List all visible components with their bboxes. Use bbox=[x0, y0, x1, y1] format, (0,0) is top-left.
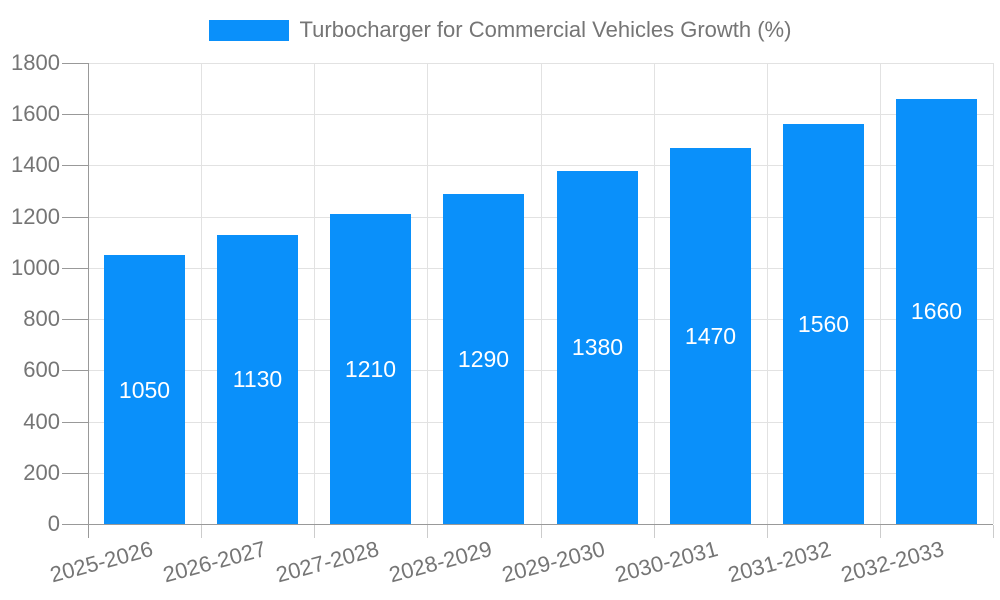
x-gridline bbox=[201, 63, 202, 524]
y-tick-label: 1800 bbox=[11, 50, 60, 75]
y-tick bbox=[62, 63, 88, 64]
y-tick-label: 1200 bbox=[11, 204, 60, 229]
bar bbox=[217, 235, 298, 524]
y-tick bbox=[62, 370, 88, 371]
y-tick-label: 600 bbox=[23, 357, 60, 382]
legend-label: Turbocharger for Commercial Vehicles Gro… bbox=[299, 17, 792, 42]
x-tick bbox=[880, 525, 881, 538]
bar-value-label: 1470 bbox=[684, 323, 737, 349]
bar bbox=[330, 214, 411, 524]
x-gridline bbox=[993, 63, 994, 524]
y-tick-label: 800 bbox=[23, 306, 60, 331]
x-gridline bbox=[767, 63, 768, 524]
y-tick bbox=[62, 524, 88, 525]
y-tick-label: 1600 bbox=[11, 101, 60, 126]
y-tick bbox=[62, 473, 88, 474]
bar bbox=[783, 124, 864, 524]
y-tick-label: 200 bbox=[23, 460, 60, 485]
x-gridline bbox=[880, 63, 881, 524]
y-tick bbox=[62, 165, 88, 166]
legend: Turbocharger for Commercial Vehicles Gro… bbox=[0, 17, 1000, 43]
bar-value-label: 1560 bbox=[797, 311, 850, 337]
legend-swatch bbox=[208, 19, 289, 41]
x-gridline bbox=[541, 63, 542, 524]
bar bbox=[670, 148, 751, 524]
y-axis-line bbox=[88, 63, 89, 538]
bar-value-label: 1210 bbox=[344, 356, 397, 382]
y-gridline bbox=[88, 473, 993, 474]
x-tick bbox=[314, 525, 315, 538]
x-tick bbox=[767, 525, 768, 538]
bar bbox=[104, 255, 185, 524]
y-tick bbox=[62, 268, 88, 269]
x-tick bbox=[654, 525, 655, 538]
y-gridline bbox=[88, 422, 993, 423]
x-gridline bbox=[654, 63, 655, 524]
x-tick bbox=[993, 525, 994, 538]
bar bbox=[443, 194, 524, 524]
legend-item[interactable]: Turbocharger for Commercial Vehicles Gro… bbox=[208, 17, 792, 43]
bar-value-label: 1130 bbox=[232, 366, 283, 392]
y-gridline bbox=[88, 217, 993, 218]
y-gridline bbox=[88, 63, 993, 64]
y-gridline bbox=[88, 370, 993, 371]
y-tick bbox=[62, 422, 88, 423]
y-tick-label: 1000 bbox=[11, 255, 60, 280]
y-gridline bbox=[88, 319, 993, 320]
bar-value-label: 1660 bbox=[910, 298, 963, 324]
bar-value-label: 1050 bbox=[118, 377, 171, 403]
y-tick bbox=[62, 217, 88, 218]
y-gridline bbox=[88, 268, 993, 269]
y-gridline bbox=[88, 114, 993, 115]
x-gridline bbox=[427, 63, 428, 524]
x-axis-line bbox=[88, 524, 993, 525]
bar bbox=[557, 171, 638, 524]
bar-value-label: 1380 bbox=[571, 334, 624, 360]
x-tick bbox=[427, 525, 428, 538]
y-tick-label: 400 bbox=[23, 409, 60, 434]
y-tick bbox=[62, 114, 88, 115]
y-tick bbox=[62, 319, 88, 320]
x-gridline bbox=[314, 63, 315, 524]
x-tick bbox=[201, 525, 202, 538]
y-tick-label: 0 bbox=[47, 511, 60, 536]
y-gridline bbox=[88, 165, 993, 166]
bar bbox=[896, 99, 977, 524]
bar-value-label: 1290 bbox=[457, 346, 510, 372]
y-tick-label: 1400 bbox=[11, 152, 60, 177]
x-tick bbox=[541, 525, 542, 538]
